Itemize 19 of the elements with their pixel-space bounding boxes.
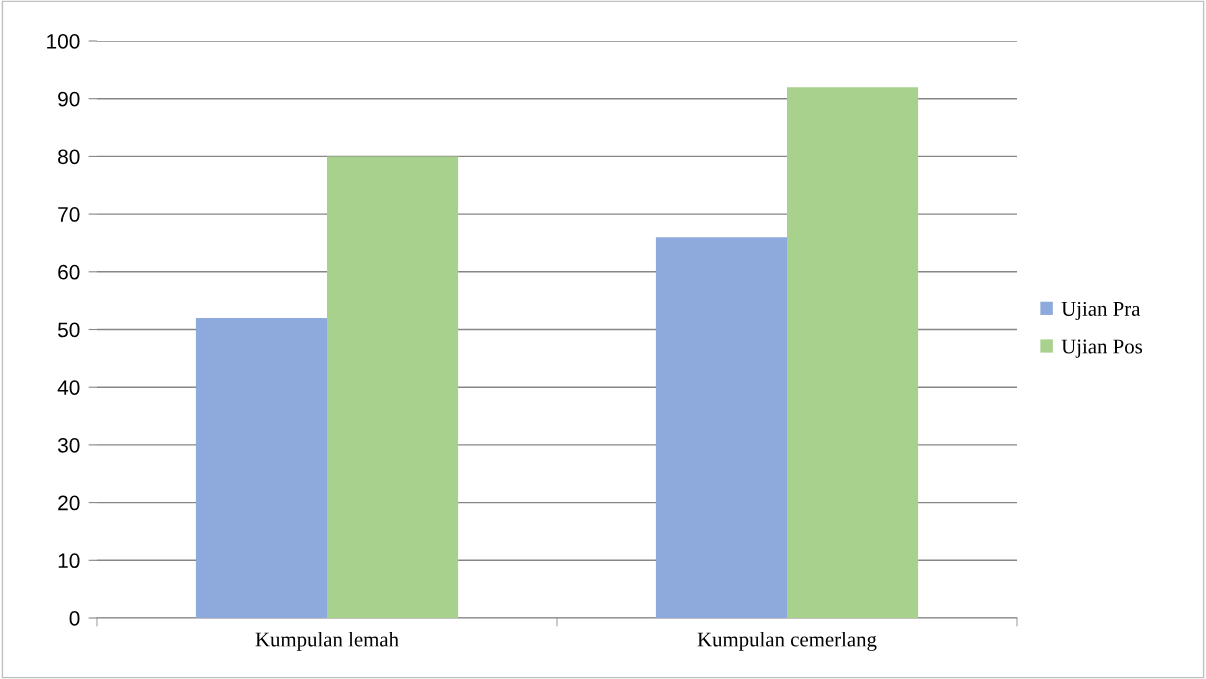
bar <box>655 237 787 618</box>
y-tick-label: 30 <box>57 437 80 453</box>
y-tick-label: 70 <box>58 207 80 222</box>
bar <box>195 317 327 618</box>
y-tick-label: 60 <box>58 264 80 280</box>
y-tick-label: 90 <box>58 91 80 107</box>
legend-label: Ujian Pos <box>1061 339 1143 358</box>
x-tick-label: Kumpulan lemah <box>255 631 399 651</box>
y-tick-label: 10 <box>58 553 80 569</box>
y-tick-label: 0 <box>69 611 80 626</box>
y-tick-label: 20 <box>58 495 80 511</box>
bar <box>327 156 459 618</box>
x-tick-label: Kumpulan cemerlang <box>697 631 877 651</box>
y-tick-label: 80 <box>58 149 80 165</box>
bar <box>787 87 919 618</box>
y-tick-label: 50 <box>58 322 80 338</box>
y-tick-label: 40 <box>57 380 80 395</box>
legend-label: Ujian Pra <box>1061 301 1141 321</box>
y-tick-label: 100 <box>47 34 80 49</box>
